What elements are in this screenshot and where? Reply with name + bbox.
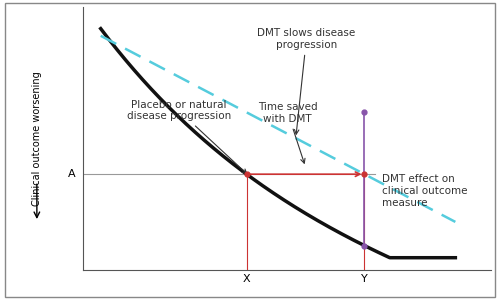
Text: Clinical outcome worsening: Clinical outcome worsening bbox=[32, 71, 42, 206]
Text: Time saved
with DMT: Time saved with DMT bbox=[258, 102, 318, 163]
Text: DMT slows disease
progression: DMT slows disease progression bbox=[258, 28, 356, 134]
Text: DMT effect on
clinical outcome
measure: DMT effect on clinical outcome measure bbox=[382, 174, 468, 208]
Text: A: A bbox=[68, 169, 76, 179]
Text: Placebo or natural
disease progression: Placebo or natural disease progression bbox=[126, 100, 246, 174]
Text: Y: Y bbox=[361, 274, 368, 284]
Text: X: X bbox=[243, 274, 250, 284]
